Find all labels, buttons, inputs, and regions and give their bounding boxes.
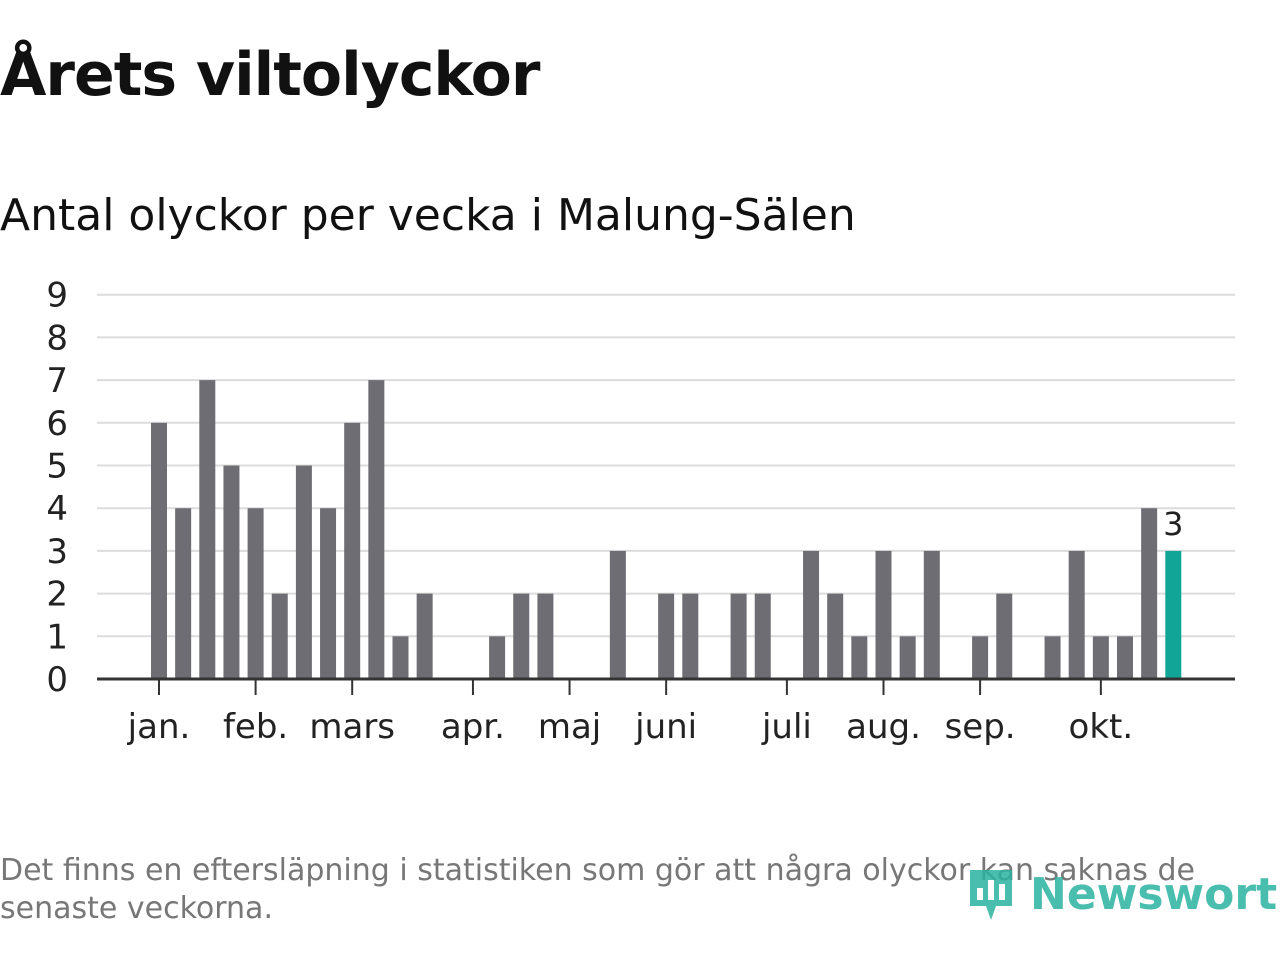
bar-week-17 (537, 593, 554, 679)
y-tick-label-6: 6 (46, 404, 68, 444)
y-tick-label-7: 7 (46, 361, 68, 401)
bar-week-25 (730, 593, 747, 679)
x-tick-label-aug: aug. (846, 707, 921, 747)
bar-week-40 (1092, 636, 1109, 679)
bar-week-31 (875, 550, 892, 679)
bar-week-15 (489, 636, 506, 679)
y-tick-label-9: 9 (46, 276, 68, 316)
bar-week-6 (271, 593, 288, 679)
bar-week-2 (175, 508, 192, 679)
x-tick-label-jan: jan. (127, 707, 191, 747)
bar-week-10 (368, 380, 385, 679)
chart-subtitle: Antal olyckor per vecka i Malung-Sälen (0, 190, 856, 241)
y-tick-label-8: 8 (46, 318, 68, 358)
bar-week-29 (827, 593, 844, 679)
x-tick-label-apr: apr. (441, 707, 505, 747)
bar-week-36 (996, 593, 1013, 679)
bar-value-label: 3 (1163, 505, 1183, 543)
x-tick-label-maj: maj (538, 707, 601, 747)
x-tick-label-juni: juni (634, 707, 697, 747)
y-tick-label-2: 2 (46, 575, 68, 615)
bar-week-1 (151, 422, 167, 679)
bar-week-7 (295, 465, 312, 679)
bar-week-39 (1068, 550, 1085, 679)
bar-week-23 (682, 593, 699, 679)
bar-week-3 (199, 380, 216, 679)
y-tick-label-0: 0 (46, 660, 68, 700)
bar-week-5 (247, 508, 264, 679)
chart-title: Årets viltolyckor (0, 40, 540, 110)
x-tick-label-mars: mars (309, 707, 395, 747)
bar-week-28 (803, 550, 820, 679)
x-tick-label-sep: sep. (945, 707, 1016, 747)
bar-week-26 (754, 593, 771, 679)
x-tick-label-okt: okt. (1069, 707, 1134, 747)
x-tick-label-feb: feb. (223, 707, 288, 747)
bar-week-30 (851, 636, 868, 679)
y-tick-label-3: 3 (46, 532, 68, 572)
bar-week-20 (609, 550, 626, 679)
bar-week-41 (1117, 636, 1133, 679)
x-tick-label-juli: juli (761, 707, 812, 747)
bar-week-9 (344, 422, 361, 679)
y-tick-label-4: 4 (46, 489, 68, 529)
bar-week-32 (899, 636, 916, 679)
newsworthy-logo-text: Newsworthy (1030, 868, 1280, 920)
bar-week-12 (416, 593, 433, 679)
bar-week-33 (923, 550, 940, 679)
bar-week-43 (1165, 550, 1182, 679)
bar-week-16 (513, 593, 530, 679)
y-tick-label-5: 5 (46, 447, 68, 487)
bar-week-38 (1044, 636, 1061, 679)
bar-week-4 (223, 465, 240, 679)
bar-week-35 (972, 636, 989, 679)
y-tick-label-1: 1 (46, 617, 68, 657)
bar-week-42 (1141, 508, 1158, 679)
newsworthy-logo: Newsworthy (966, 862, 1280, 926)
bar-week-11 (392, 636, 409, 679)
newsworthy-logo-icon (970, 870, 1012, 920)
bar-week-8 (320, 508, 337, 679)
bar-week-22 (658, 593, 675, 679)
